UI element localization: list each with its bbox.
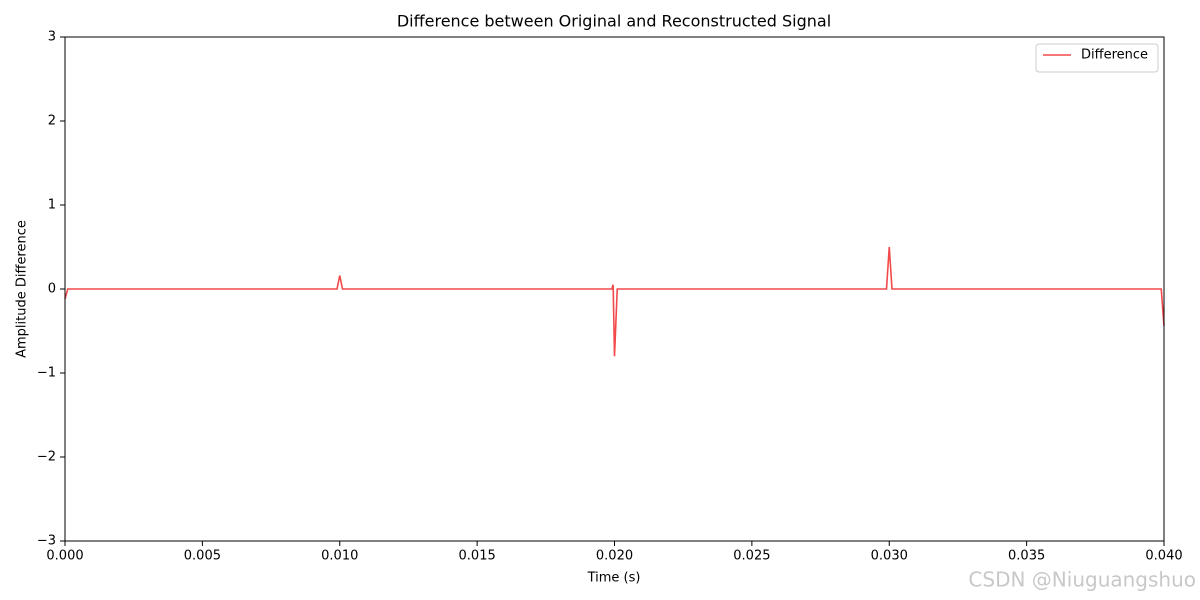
x-tick-label: 0.015 [459, 549, 496, 564]
chart-title: Difference between Original and Reconstr… [397, 12, 831, 31]
watermark: CSDN @Niuguangshuo [968, 568, 1196, 592]
x-tick-label: 0.005 [184, 549, 221, 564]
plot-frame [64, 36, 1165, 542]
legend-label: Difference [1081, 48, 1148, 63]
x-tick-label: 0.000 [46, 549, 83, 564]
data-line [64, 246, 1165, 357]
y-tick-label: −2 [37, 450, 56, 465]
x-tick-label: 0.035 [1008, 549, 1045, 564]
y-axis-label: Amplitude Difference [15, 220, 30, 358]
y-tick-label: 2 [48, 114, 56, 129]
x-axis-label: Time (s) [587, 571, 641, 586]
x-tick-label: 0.025 [733, 549, 770, 564]
y-tick-label: −3 [37, 534, 56, 549]
y-tick-label: 1 [48, 198, 56, 213]
y-tick-label: 3 [48, 30, 56, 45]
x-tick-label: 0.010 [321, 549, 358, 564]
legend-box [1035, 43, 1159, 73]
x-tick-label: 0.030 [871, 549, 908, 564]
x-tick-label: 0.040 [1145, 549, 1182, 564]
y-tick-label: −1 [37, 366, 56, 381]
y-tick-label: 0 [48, 282, 56, 297]
x-tick-label: 0.020 [596, 549, 633, 564]
